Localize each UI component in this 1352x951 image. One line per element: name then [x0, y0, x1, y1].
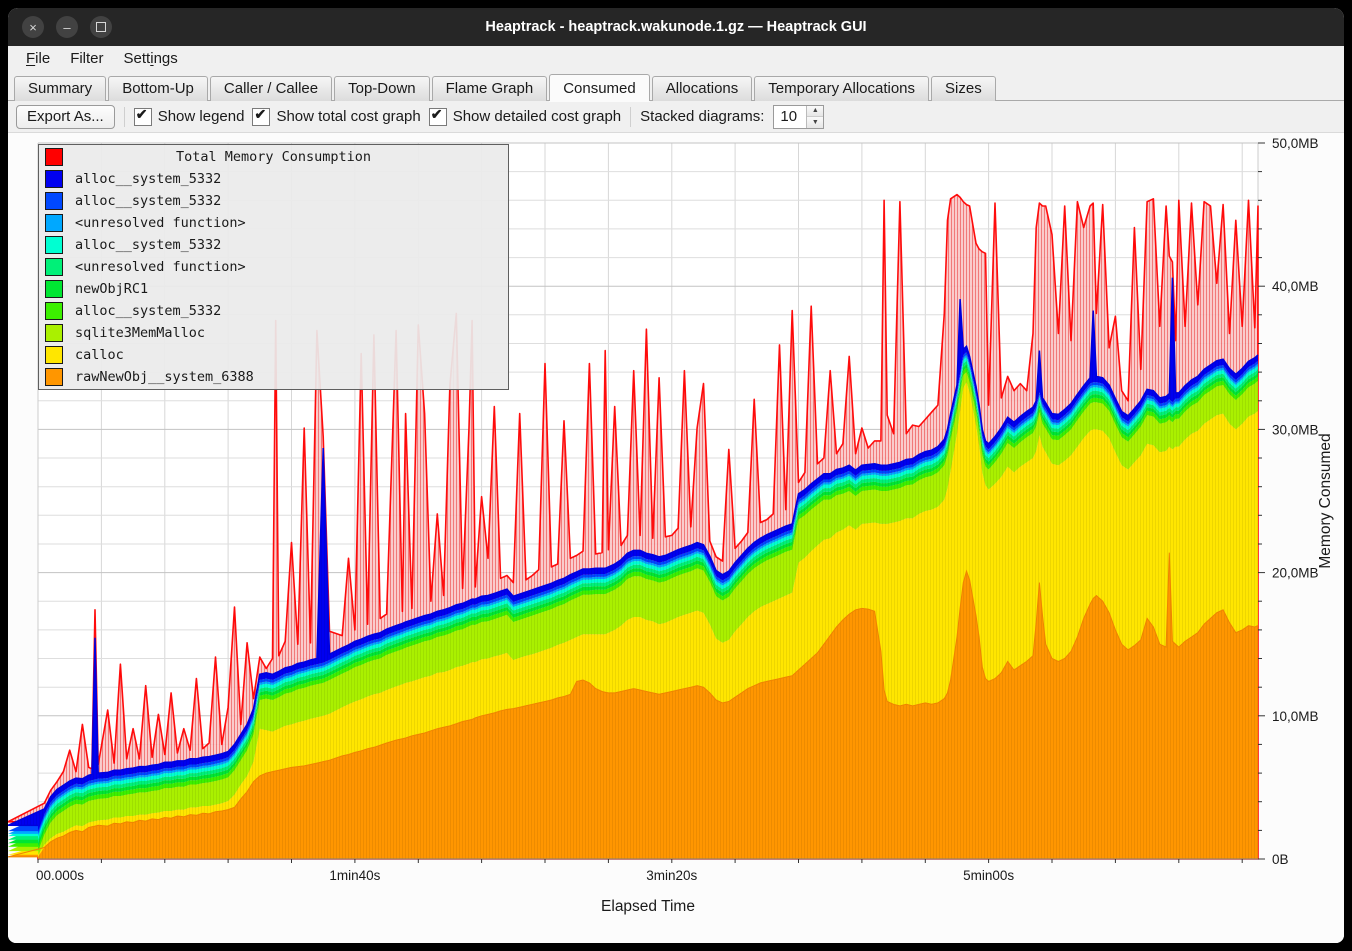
legend-item: alloc__system_5332: [39, 234, 508, 256]
checkbox-show-detailed-cost-graph[interactable]: ✔ Show detailed cost graph: [429, 108, 621, 126]
checkbox-box[interactable]: ✔: [134, 108, 152, 126]
legend-label: alloc__system_5332: [75, 303, 221, 319]
legend-label: calloc: [75, 347, 124, 363]
legend-item: newObjRC1: [39, 278, 508, 300]
checkbox-label: Show total cost graph: [276, 108, 420, 125]
legend-swatch: [45, 192, 63, 210]
maximize-icon: [96, 22, 106, 32]
legend-label: <unresolved function>: [75, 215, 246, 231]
svg-text:40,0MB: 40,0MB: [1272, 279, 1319, 294]
tab-consumed[interactable]: Consumed: [549, 74, 650, 101]
menu-bar: FileFilterSettings: [8, 46, 1344, 71]
chart-legend: Total Memory Consumption alloc__system_53…: [38, 144, 509, 390]
svg-text:20,0MB: 20,0MB: [1272, 566, 1319, 581]
legend-item: calloc: [39, 344, 508, 366]
legend-swatch: [45, 368, 63, 386]
tab-flame-graph[interactable]: Flame Graph: [432, 76, 548, 101]
app-window: ×– Heaptrack - heaptrack.wakunode.1.gz —…: [8, 8, 1344, 943]
stacked-diagrams-spinner[interactable]: 10 ▲ ▼: [773, 105, 824, 129]
svg-text:5min00s: 5min00s: [963, 868, 1014, 883]
check-icon: ✔: [431, 106, 443, 123]
legend-label: newObjRC1: [75, 281, 148, 297]
checkbox-box[interactable]: ✔: [429, 108, 447, 126]
title-bar: ×– Heaptrack - heaptrack.wakunode.1.gz —…: [8, 8, 1344, 46]
legend-title-item: Total Memory Consumption: [39, 146, 508, 168]
checkbox-label: Show legend: [158, 108, 245, 125]
svg-text:3min20s: 3min20s: [646, 868, 697, 883]
legend-swatch: [45, 346, 63, 364]
legend-label: <unresolved function>: [75, 259, 246, 275]
minimize-button[interactable]: –: [56, 16, 78, 38]
legend-label: rawNewObj__system_6388: [75, 369, 254, 385]
check-icon: ✔: [254, 106, 266, 123]
legend-swatch: [45, 214, 63, 232]
chart-content: 00.000s 1min40s 3min20s 5min00s 0B 10,0MB 20,0…: [8, 133, 1344, 943]
legend-label: alloc__system_5332: [75, 193, 221, 209]
legend-label: Total Memory Consumption: [39, 149, 508, 165]
toolbar-separator: [630, 107, 631, 127]
tab-temporary-allocations[interactable]: Temporary Allocations: [754, 76, 929, 101]
checkbox-label: Show detailed cost graph: [453, 108, 621, 125]
legend-item: <unresolved function>: [39, 256, 508, 278]
legend-item: alloc__system_5332: [39, 300, 508, 322]
legend-item: <unresolved function>: [39, 212, 508, 234]
legend-swatch: [45, 324, 63, 342]
export-as-button[interactable]: Export As...: [16, 105, 115, 129]
tab-bar: SummaryBottom-UpCaller / CalleeTop-DownF…: [8, 71, 1344, 101]
window-title: Heaptrack - heaptrack.wakunode.1.gz — He…: [8, 19, 1344, 35]
checkbox-show-legend[interactable]: ✔ Show legend: [134, 108, 245, 126]
legend-swatch: [45, 258, 63, 276]
svg-text:Memory Consumed: Memory Consumed: [1317, 433, 1334, 568]
menu-file[interactable]: File: [16, 48, 60, 69]
toolbar-separator: [124, 107, 125, 127]
tab-allocations[interactable]: Allocations: [652, 76, 753, 101]
svg-text:0B: 0B: [1272, 852, 1289, 867]
svg-text:50,0MB: 50,0MB: [1272, 136, 1319, 151]
spinner-down-icon[interactable]: ▼: [807, 117, 823, 128]
legend-swatch: [45, 280, 63, 298]
svg-text:Elapsed Time: Elapsed Time: [601, 898, 695, 915]
tab-bottom-up[interactable]: Bottom-Up: [108, 76, 208, 101]
legend-swatch: [45, 302, 63, 320]
toolbar: Export As... ✔ Show legend ✔ Show total cos…: [8, 101, 1344, 133]
legend-swatch: [45, 236, 63, 254]
check-icon: ✔: [136, 106, 148, 123]
legend-item: alloc__system_5332: [39, 190, 508, 212]
legend-item: sqlite3MemMalloc: [39, 322, 508, 344]
legend-label: alloc__system_5332: [75, 171, 221, 187]
legend-label: alloc__system_5332: [75, 237, 221, 253]
tab-summary[interactable]: Summary: [14, 76, 106, 101]
maximize-button[interactable]: [90, 16, 112, 38]
svg-text:00.000s: 00.000s: [36, 868, 84, 883]
checkbox-show-total-cost-graph[interactable]: ✔ Show total cost graph: [252, 108, 420, 126]
stacked-diagrams-label: Stacked diagrams:: [640, 108, 764, 125]
menu-filter[interactable]: Filter: [60, 48, 113, 69]
legend-item: alloc__system_5332: [39, 168, 508, 190]
spinner-up-icon[interactable]: ▲: [807, 106, 823, 118]
legend-item: rawNewObj__system_6388: [39, 366, 508, 388]
window-controls: ×–: [22, 16, 112, 38]
svg-text:1min40s: 1min40s: [329, 868, 380, 883]
legend-swatch: [45, 170, 63, 188]
svg-text:30,0MB: 30,0MB: [1272, 422, 1319, 437]
tab-sizes[interactable]: Sizes: [931, 76, 996, 101]
close-button[interactable]: ×: [22, 16, 44, 38]
menu-settings[interactable]: Settings: [114, 48, 188, 69]
tab-top-down[interactable]: Top-Down: [334, 76, 430, 101]
checkbox-box[interactable]: ✔: [252, 108, 270, 126]
tab-caller-callee[interactable]: Caller / Callee: [210, 76, 332, 101]
svg-text:10,0MB: 10,0MB: [1272, 709, 1319, 724]
legend-label: sqlite3MemMalloc: [75, 325, 205, 341]
spinner-value: 10: [774, 106, 806, 128]
